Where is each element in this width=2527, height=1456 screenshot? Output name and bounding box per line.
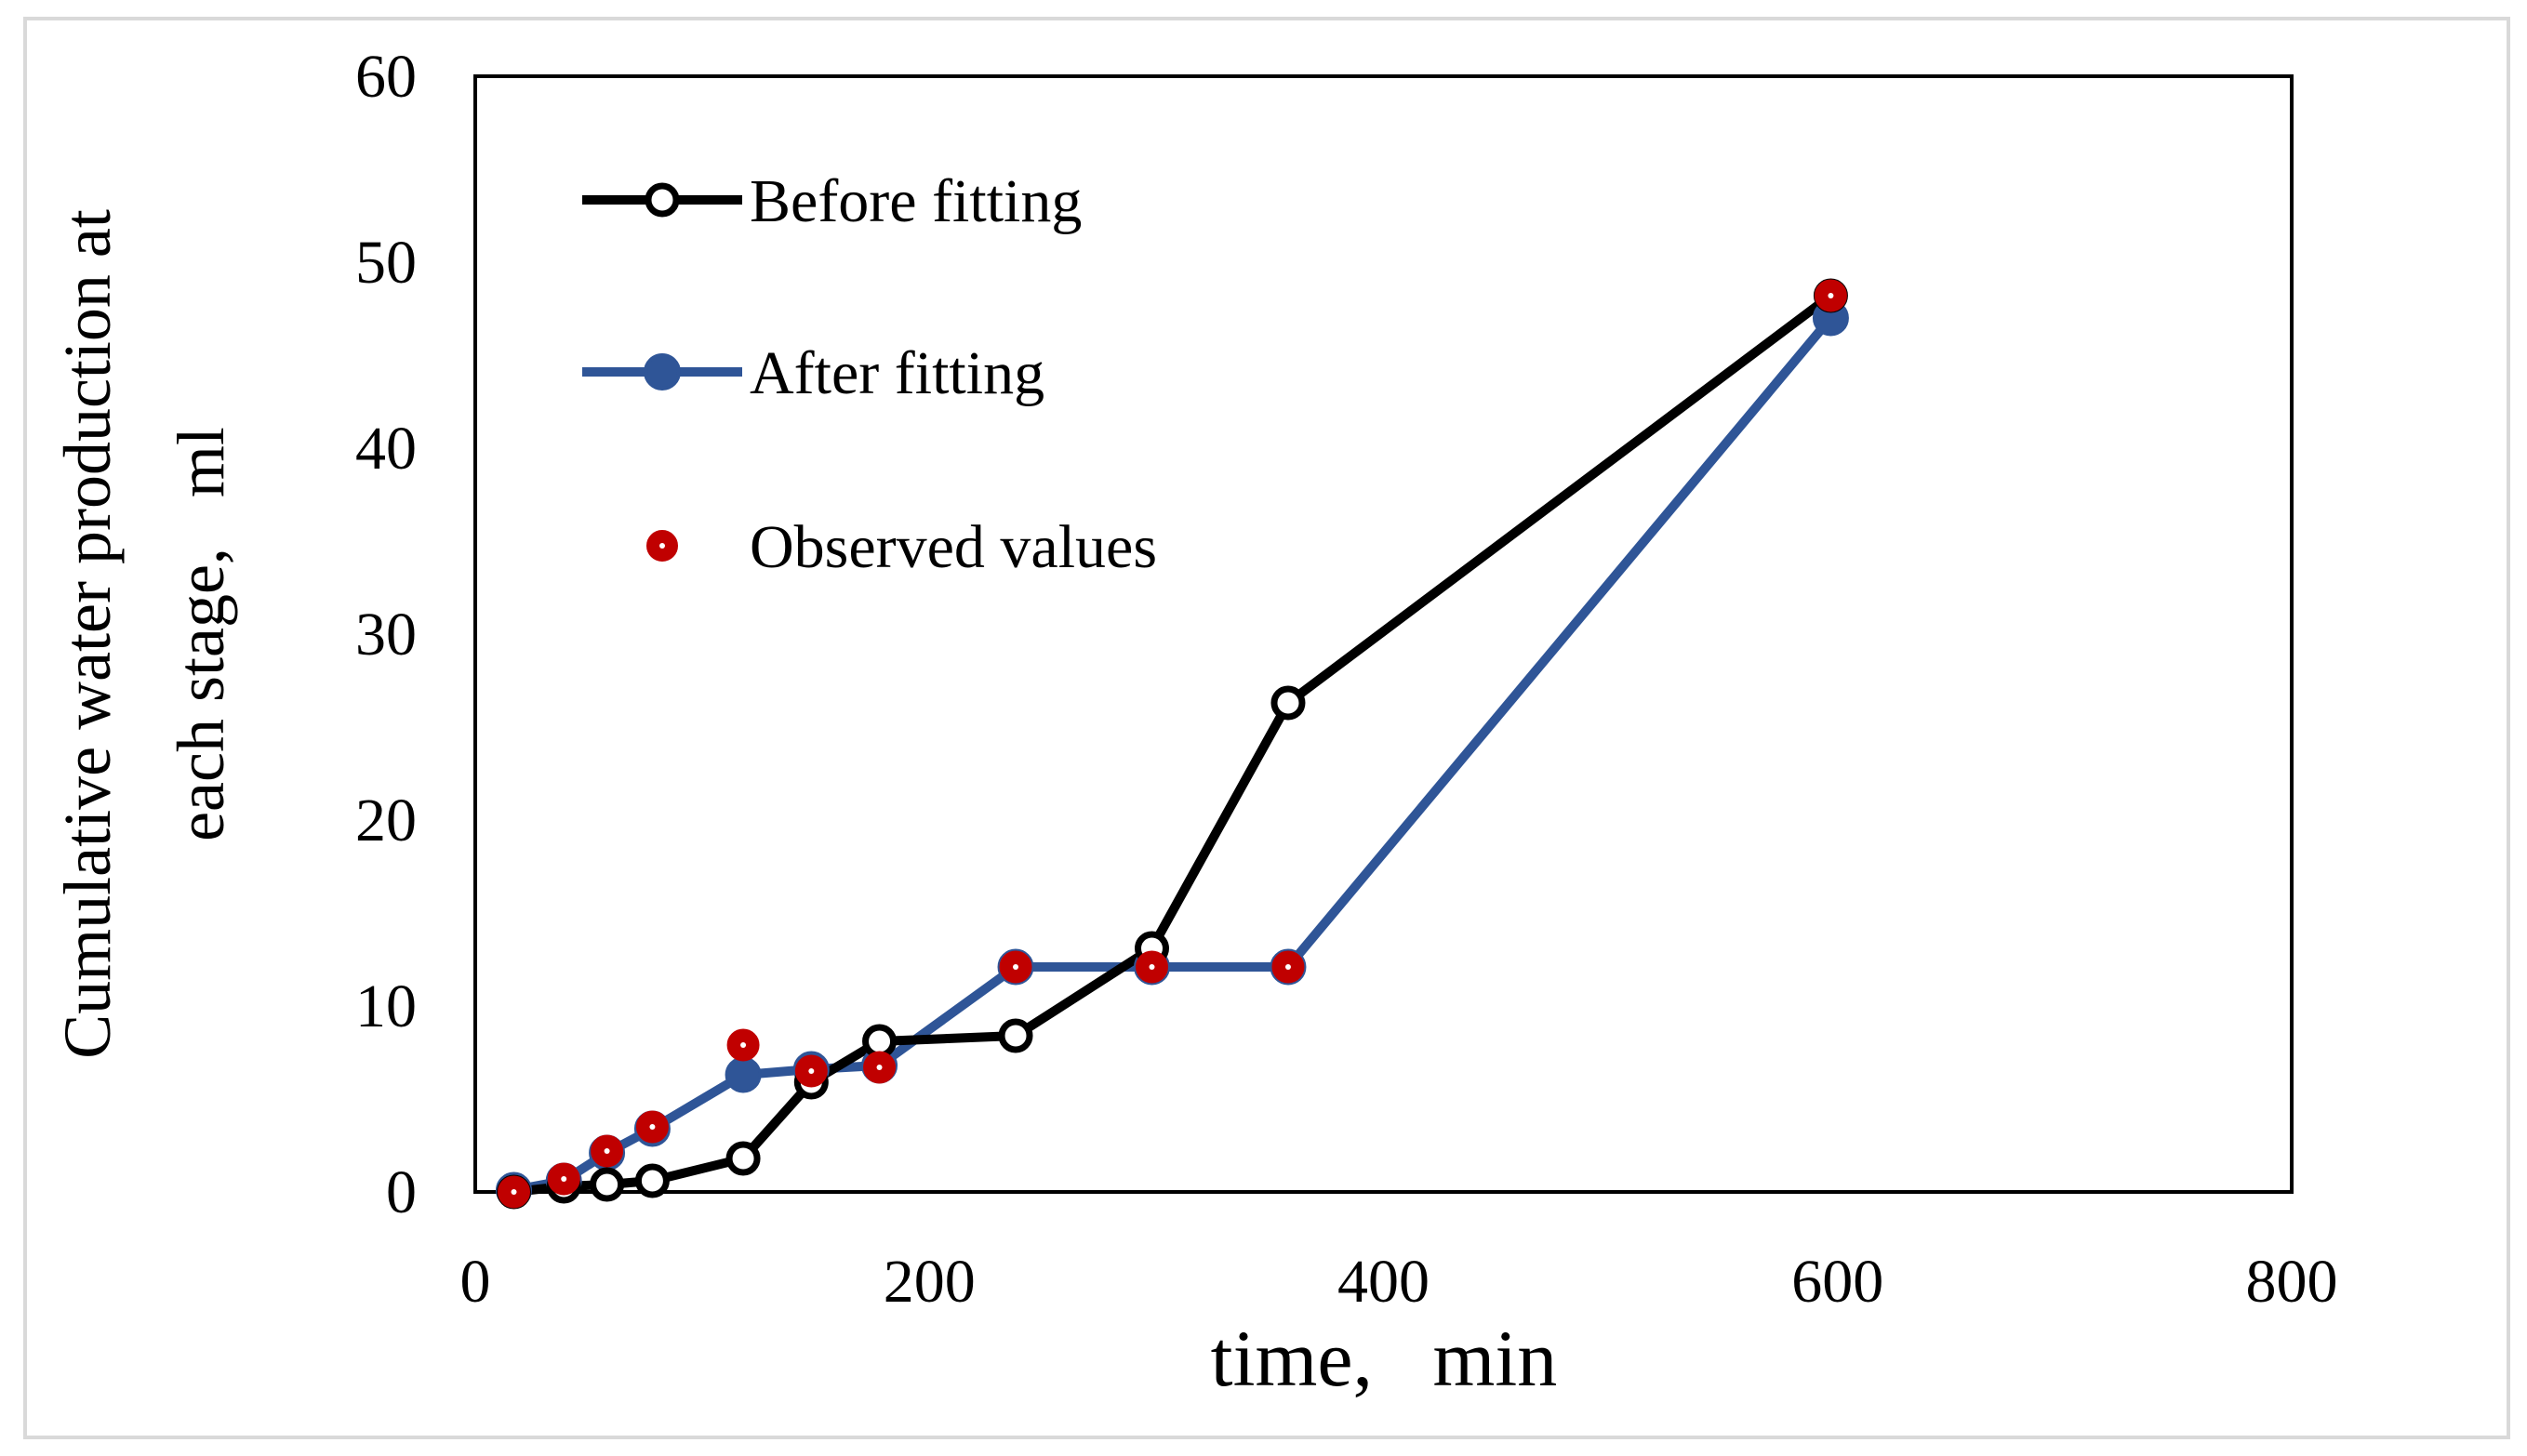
legend-marker-before-fitting bbox=[645, 182, 680, 218]
x-tick-label: 800 bbox=[2246, 1248, 2338, 1316]
y-tick-label: 30 bbox=[355, 601, 417, 668]
figure-border bbox=[23, 17, 2510, 1439]
point-center-observed-values bbox=[1149, 964, 1155, 970]
y-axis-title-line-1: Cumulative water production at bbox=[50, 209, 125, 1059]
point-center-observed-values bbox=[876, 1065, 883, 1070]
series-layer bbox=[496, 278, 1849, 1210]
plot-area bbox=[473, 74, 2294, 1194]
legend-label-before-fitting: Before fitting bbox=[750, 167, 1082, 235]
point-before-fitting bbox=[725, 1141, 761, 1176]
legend-label-observed-values: Observed values bbox=[750, 513, 1157, 581]
y-tick-label: 40 bbox=[355, 415, 417, 483]
point-center-observed-values bbox=[561, 1176, 567, 1182]
legend-marker-after-fitting bbox=[644, 353, 681, 390]
point-center-observed-values bbox=[1828, 293, 1834, 298]
point-center-observed-values bbox=[649, 1124, 656, 1130]
legend-label-after-fitting: After fitting bbox=[750, 339, 1044, 407]
x-axis-title: time, min bbox=[1211, 1314, 1558, 1403]
point-before-fitting bbox=[590, 1167, 625, 1202]
point-center-observed-values bbox=[1013, 964, 1019, 970]
y-tick-label: 10 bbox=[355, 973, 417, 1040]
y-tick-label: 50 bbox=[355, 229, 417, 297]
x-tick-label: 600 bbox=[1791, 1248, 1883, 1316]
legend-marker-observed-values-dot bbox=[659, 543, 665, 549]
point-before-fitting bbox=[998, 1018, 1033, 1053]
point-center-observed-values bbox=[1284, 964, 1291, 970]
y-axis-title-line-2: each stage, ml bbox=[164, 427, 238, 841]
point-center-observed-values bbox=[740, 1042, 747, 1048]
point-before-fitting bbox=[1270, 685, 1306, 721]
y-axis-title: Cumulative water production at each stag… bbox=[50, 209, 238, 1059]
x-tick-label: 400 bbox=[1337, 1248, 1430, 1316]
y-tick-label: 20 bbox=[355, 787, 417, 854]
y-tick-label: 0 bbox=[386, 1158, 417, 1226]
point-after-fitting bbox=[725, 1056, 762, 1093]
point-center-observed-values bbox=[604, 1148, 610, 1154]
axis-ticks: 0 200 400 600 800 0 10 20 30 40 50 60 bbox=[355, 43, 2338, 1316]
legend: Before fitting After fitting Observed va… bbox=[582, 167, 1157, 581]
x-tick-label: 0 bbox=[460, 1248, 491, 1316]
y-tick-label: 60 bbox=[355, 43, 417, 111]
x-tick-label: 200 bbox=[884, 1248, 976, 1316]
point-center-observed-values bbox=[511, 1189, 517, 1195]
point-before-fitting bbox=[634, 1163, 670, 1198]
point-center-observed-values bbox=[808, 1068, 815, 1074]
